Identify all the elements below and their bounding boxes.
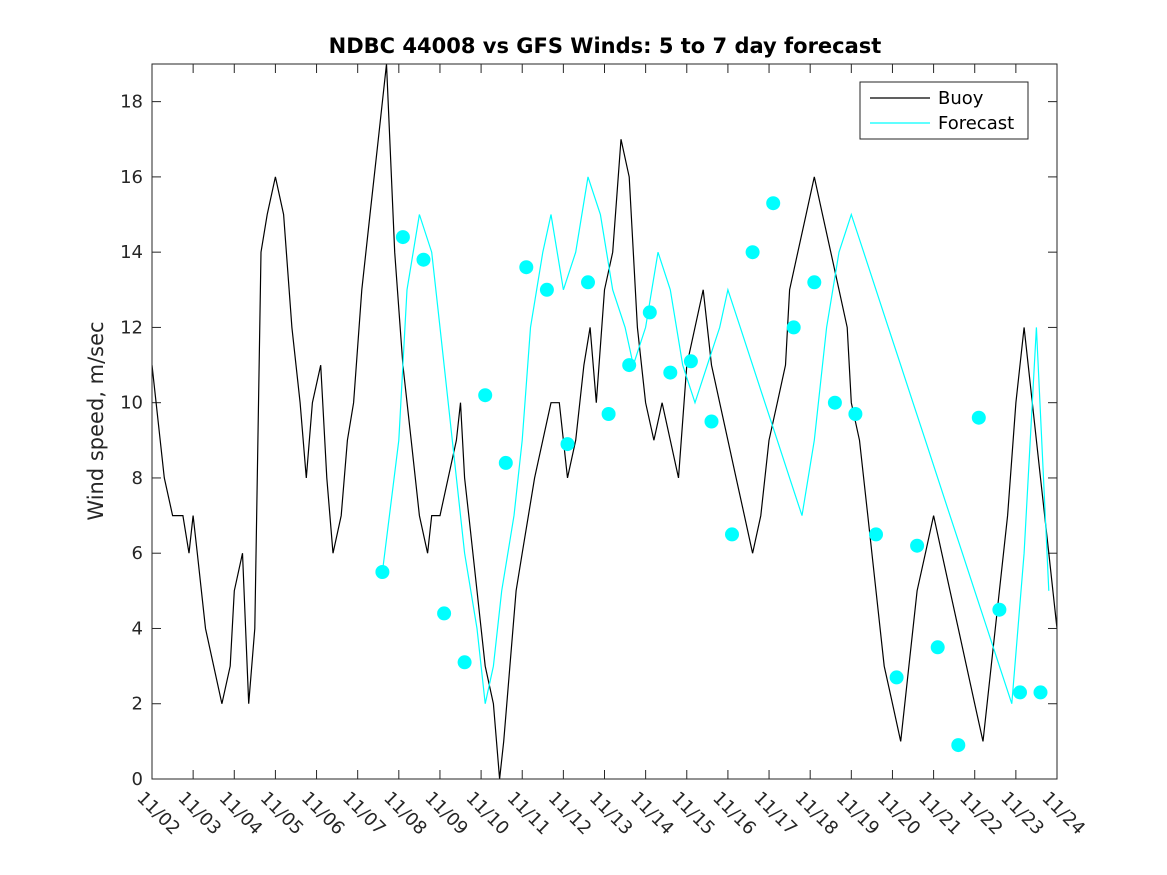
plot-background bbox=[152, 64, 1057, 779]
y-tick-label: 10 bbox=[120, 393, 143, 414]
legend-label: Buoy bbox=[938, 88, 984, 109]
y-tick-label: 2 bbox=[132, 694, 143, 715]
forecast-marker bbox=[622, 358, 637, 373]
forecast-marker bbox=[745, 245, 760, 260]
forecast-marker bbox=[663, 365, 678, 380]
forecast-marker bbox=[581, 275, 595, 290]
legend-label: Forecast bbox=[938, 113, 1014, 134]
forecast-marker bbox=[910, 538, 925, 553]
forecast-marker bbox=[889, 670, 904, 685]
axes-box bbox=[151, 63, 1058, 780]
forecast-marker bbox=[807, 275, 822, 290]
legend-box bbox=[859, 81, 1029, 140]
chart-title: NDBC 44008 vs GFS Winds: 5 to 7 day fore… bbox=[329, 34, 882, 58]
forecast-marker bbox=[827, 395, 842, 410]
forecast-marker bbox=[725, 527, 739, 542]
forecast-marker bbox=[930, 640, 945, 655]
forecast-marker bbox=[971, 410, 986, 425]
forecast-marker bbox=[848, 407, 863, 421]
legend: Buoy Forecast bbox=[859, 81, 1029, 140]
forecast-marker bbox=[478, 388, 493, 403]
forecast-marker bbox=[539, 282, 554, 297]
forecast-marker bbox=[766, 196, 781, 211]
y-tick-label: 0 bbox=[132, 769, 143, 790]
forecast-marker bbox=[560, 437, 575, 452]
forecast-marker bbox=[519, 260, 534, 275]
forecast-marker bbox=[457, 655, 472, 670]
forecast-marker bbox=[437, 606, 452, 621]
forecast-marker bbox=[951, 738, 966, 753]
series-group bbox=[152, 64, 1057, 779]
forecast-series-line bbox=[381, 176, 1050, 704]
forecast-marker bbox=[1013, 685, 1027, 700]
forecast-marker bbox=[395, 230, 410, 245]
forecast-marker bbox=[416, 252, 431, 267]
y-tick-label: 16 bbox=[120, 167, 143, 188]
forecast-marker bbox=[683, 354, 698, 369]
forecast-marker bbox=[786, 320, 801, 335]
forecast-marker bbox=[375, 565, 390, 579]
y-axis-label: Wind speed, m/sec bbox=[84, 321, 108, 520]
forecast-marker bbox=[601, 407, 616, 421]
plot-area: 02468101214161811/0211/0311/0411/0511/06… bbox=[120, 63, 1089, 839]
y-tick-label: 8 bbox=[132, 468, 143, 489]
forecast-marker bbox=[704, 414, 719, 429]
forecast-marker bbox=[642, 305, 657, 320]
y-tick-label: 14 bbox=[120, 242, 143, 263]
forecast-marker bbox=[498, 455, 513, 470]
buoy-series-line bbox=[152, 64, 1057, 779]
forecast-marker bbox=[992, 602, 1007, 617]
forecast-marker bbox=[869, 527, 883, 542]
y-tick-label: 18 bbox=[120, 92, 143, 113]
y-tick-label: 6 bbox=[132, 543, 143, 564]
y-tick-label: 12 bbox=[120, 317, 143, 338]
y-tick-label: 4 bbox=[132, 618, 143, 639]
forecast-marker bbox=[1033, 685, 1048, 700]
